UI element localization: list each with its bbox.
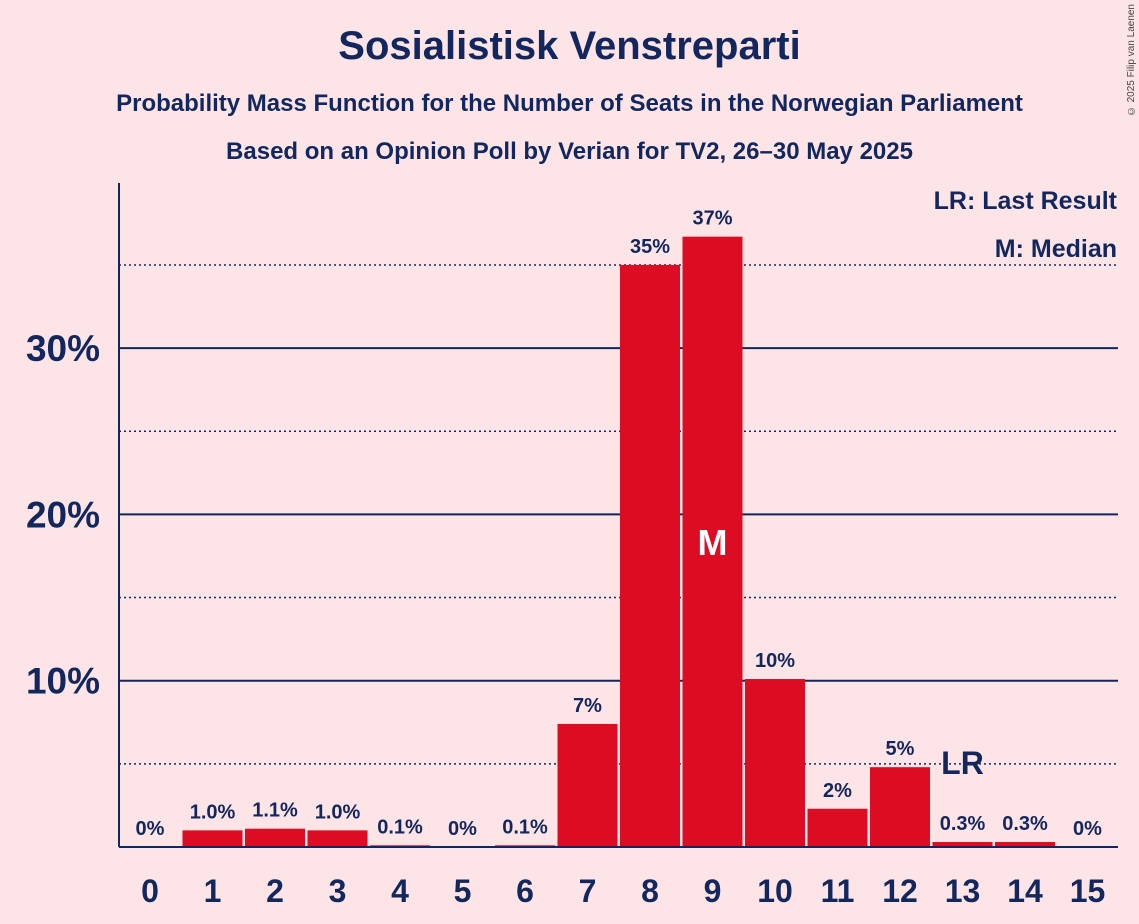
bars [182, 236, 1055, 847]
y-tick-label: 30% [26, 328, 100, 369]
bar [995, 842, 1055, 847]
bar [682, 236, 743, 847]
bar [932, 842, 993, 847]
data-label: 5% [886, 738, 915, 760]
data-label: 0% [1073, 818, 1102, 840]
legend-last-result: LR: Last Result [934, 187, 1118, 215]
x-tick-label: 1 [204, 873, 222, 909]
x-tick-label: 0 [141, 873, 159, 909]
data-labels: 0% 1.0% 1.1% 1.0% 0.1% 0% 0.1% 7% 35% 37% M 10% 2% 5%… [136, 208, 1103, 840]
data-label: 1.0% [315, 801, 361, 823]
bar [807, 808, 868, 847]
bar [870, 767, 930, 847]
bar [745, 679, 805, 847]
bar [182, 830, 243, 847]
x-tick-label: 10 [757, 873, 793, 909]
median-marker: M [698, 522, 728, 563]
data-label: 1.0% [190, 801, 236, 823]
x-tick-label: 5 [454, 873, 472, 909]
bar [245, 828, 305, 847]
x-tick-label: 12 [882, 873, 918, 909]
chart-subtitle: Probability Mass Function for the Number… [116, 90, 1023, 117]
bar [620, 264, 680, 847]
data-label: 35% [630, 236, 670, 258]
x-tick-label: 9 [704, 873, 722, 909]
x-tick-label: 14 [1007, 873, 1043, 909]
data-label: 7% [573, 695, 602, 717]
y-tick-label: 20% [26, 494, 100, 535]
chart-title: Sosialistisk Venstreparti [338, 24, 801, 68]
axes: 10%20%30%0 1 2 3 4 5 6 7 8 9 10 11 12 13 14 15 [26, 183, 1118, 909]
data-label: 37% [692, 208, 732, 230]
data-label: 1.1% [252, 800, 298, 822]
data-label: 2% [823, 780, 852, 802]
data-label: 0.1% [502, 816, 548, 838]
x-tick-label: 13 [945, 873, 981, 909]
x-tick-label: 6 [516, 873, 534, 909]
x-tick-label: 8 [641, 873, 659, 909]
bar [557, 723, 618, 847]
x-tick-label: 15 [1070, 873, 1106, 909]
y-tick-label: 10% [26, 661, 100, 702]
x-tick-label: 3 [329, 873, 347, 909]
data-label: 0.3% [1002, 813, 1048, 835]
x-tick-label: 11 [821, 873, 855, 909]
bar [307, 830, 368, 847]
gridlines [119, 264, 1118, 765]
x-tick-label: 4 [391, 873, 409, 909]
x-tick-label: 7 [579, 873, 597, 909]
data-label: 0% [136, 818, 165, 840]
data-label: 0.3% [940, 813, 986, 835]
data-label: 10% [755, 650, 795, 672]
chart-source: Based on an Opinion Poll by Verian for T… [226, 138, 913, 165]
legend-median: M: Median [995, 235, 1117, 263]
data-label: 0% [448, 818, 477, 840]
last-result-marker: LR [941, 745, 984, 781]
data-label: 0.1% [377, 816, 423, 838]
x-tick-label: 2 [266, 873, 284, 909]
